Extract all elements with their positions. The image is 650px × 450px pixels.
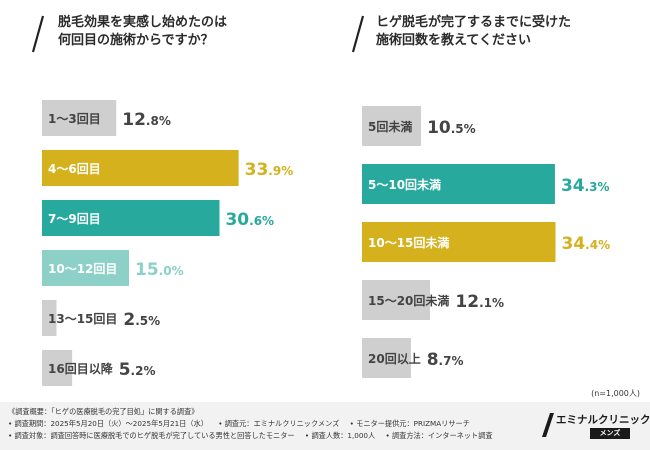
chart-title-left: 脱毛効果を実感し始めたのは 何回目の施術からですか？ (58, 14, 227, 50)
title-slash-right (351, 15, 365, 53)
bar (362, 280, 431, 320)
bar-category-label: 20回以上 (368, 351, 421, 366)
bar-value-integer: 5 (119, 360, 131, 380)
logo-text: エミナルクリニック (556, 414, 650, 426)
logo-mark-icon (542, 413, 554, 437)
bar-value-label: 12.8% (122, 110, 171, 130)
bar-value-integer: 12 (455, 292, 479, 312)
footer-line1: 《調査概要：「ヒゲの医療脱毛の完了目処」に関する調査》 (8, 407, 206, 417)
bar (42, 250, 129, 286)
bar-group: 5回未満 10.5% (362, 106, 476, 146)
bar (42, 150, 239, 186)
bar-value-label: 2.5% (123, 310, 160, 330)
title-slash-left (31, 15, 45, 53)
bar-value-decimal: .3% (585, 180, 610, 194)
bar-value-label: 34.3% (561, 176, 610, 196)
footer: 《調査概要：「ヒゲの医療脱毛の完了目処」に関する調査》 • 調査期間：2025年… (0, 402, 650, 450)
bar-group: 16回目以降 5.2% (42, 350, 155, 386)
bar-value-integer: 30 (225, 210, 249, 230)
bar-category-label: 13〜15回目 (48, 312, 117, 326)
bar-value-decimal: .5% (135, 314, 160, 328)
bar-value-integer: 34 (561, 176, 585, 196)
monitor-provider: • モニター提供元：PRIZMAリサーチ (349, 419, 470, 428)
bar (42, 200, 220, 236)
bar-category-label: 15〜20回未満 (368, 293, 449, 308)
bar-value-integer: 2 (123, 310, 135, 330)
bar-value-label: 10.5% (427, 118, 476, 138)
bar-group: 7〜9回目 30.6% (42, 200, 274, 236)
bar-category-label: 4〜6回目 (48, 162, 101, 176)
survey-method: • 調査方法：インターネット調査 (385, 431, 493, 440)
bar-value-decimal: .7% (439, 354, 464, 368)
bar-value-integer: 8 (427, 350, 439, 370)
bar-group: 1〜3回目 12.8% (42, 100, 171, 136)
bar-group: 10〜12回目 15.0% (42, 250, 184, 286)
bar-value-label: 12.1% (455, 292, 504, 312)
bar-value-decimal: .0% (159, 264, 184, 278)
title-right-line2: 施術回数を教えてください (376, 33, 531, 48)
bar (362, 164, 555, 204)
bar-value-decimal: .5% (451, 122, 476, 136)
title-left-line2: 何回目の施術からですか？ (58, 33, 214, 48)
bar-category-label: 10〜15回未満 (368, 235, 449, 250)
bar-value-integer: 12 (122, 110, 146, 130)
survey-overview: 《調査概要：「ヒゲの医療脱毛の完了目処」に関する調査》 (8, 407, 199, 416)
footer-line2: • 調査期間：2025年5月20日（火）〜2025年5月21日（水） • 調査元… (8, 419, 478, 429)
bar-value-decimal: .2% (131, 364, 156, 378)
bar-value-integer: 34 (562, 234, 586, 254)
bar-category-label: 1〜3回目 (48, 112, 101, 126)
chart-right: 5回未満 10.5%5〜10回未満 34.3%10〜15回未満 34.4%15〜20回… (362, 106, 610, 378)
bar (42, 350, 73, 386)
bar-category-label: 10〜12回目 (48, 262, 117, 276)
bar-group: 15〜20回未満 12.1% (362, 280, 504, 320)
title-right-line1: ヒゲ脱毛が完了するまでに受けた (376, 15, 572, 30)
bar-value-integer: 15 (135, 260, 159, 280)
bar-value-integer: 10 (427, 118, 451, 138)
bar (42, 100, 117, 136)
bar-value-decimal: .8% (146, 114, 171, 128)
bar (362, 338, 411, 378)
bar-category-label: 5〜10回未満 (368, 177, 441, 192)
survey-count: • 調査人数：1,000人 (304, 431, 376, 440)
bar-value-integer: 33 (245, 160, 269, 180)
sample-size-note: (n=1,000人) (591, 389, 640, 398)
bar-value-decimal: .1% (479, 296, 504, 310)
bar-group: 20回以上 8.7% (362, 338, 463, 378)
survey-period: • 調査期間：2025年5月20日（火）〜2025年5月21日（水） (8, 419, 208, 428)
footer-line3: • 調査対象：調査回答時に医療脱毛でのヒゲ脱毛が完了している男性と回答したモニタ… (8, 431, 501, 441)
bar-value-label: 8.7% (427, 350, 464, 370)
bar (362, 106, 422, 146)
bar-value-label: 34.4% (562, 234, 611, 254)
bar-value-decimal: .6% (249, 214, 274, 228)
bar-value-decimal: .9% (268, 164, 293, 178)
brand-logo: エミナルクリニック メンズ (538, 409, 650, 443)
bar-value-label: 33.9% (245, 160, 294, 180)
title-left-line1: 脱毛効果を実感し始めたのは (58, 15, 228, 30)
chart-title-right: ヒゲ脱毛が完了するまでに受けた 施術回数を教えてください (376, 14, 571, 50)
bar-category-label: 16回目以降 (48, 361, 114, 376)
bar-category-label: 5回未満 (368, 119, 412, 134)
logo-subtext: メンズ (590, 428, 630, 439)
survey-source: • 調査元：エミナルクリニックメンズ (218, 419, 340, 428)
bar-group: 4〜6回目 33.9% (42, 150, 293, 186)
bar-value-decimal: .4% (585, 238, 610, 252)
bar-value-label: 5.2% (119, 360, 156, 380)
bar-value-label: 15.0% (135, 260, 184, 280)
bar-category-label: 7〜9回目 (48, 212, 101, 226)
chart-left: 1〜3回目 12.8% 4〜6回目 33.9% 7〜9回目 30.6% 10〜12回目 15.… (42, 100, 293, 386)
bar-value-label: 30.6% (225, 210, 274, 230)
bar-group: 10〜15回未満 34.4% (362, 222, 610, 262)
bar (42, 300, 57, 336)
bar-group: 13〜15回目 2.5% (42, 300, 160, 336)
bar-group: 5〜10回未満 34.3% (362, 164, 610, 204)
bar (362, 222, 556, 262)
survey-target: • 調査対象：調査回答時に医療脱毛でのヒゲ脱毛が完了している男性と回答したモニタ… (8, 431, 295, 440)
